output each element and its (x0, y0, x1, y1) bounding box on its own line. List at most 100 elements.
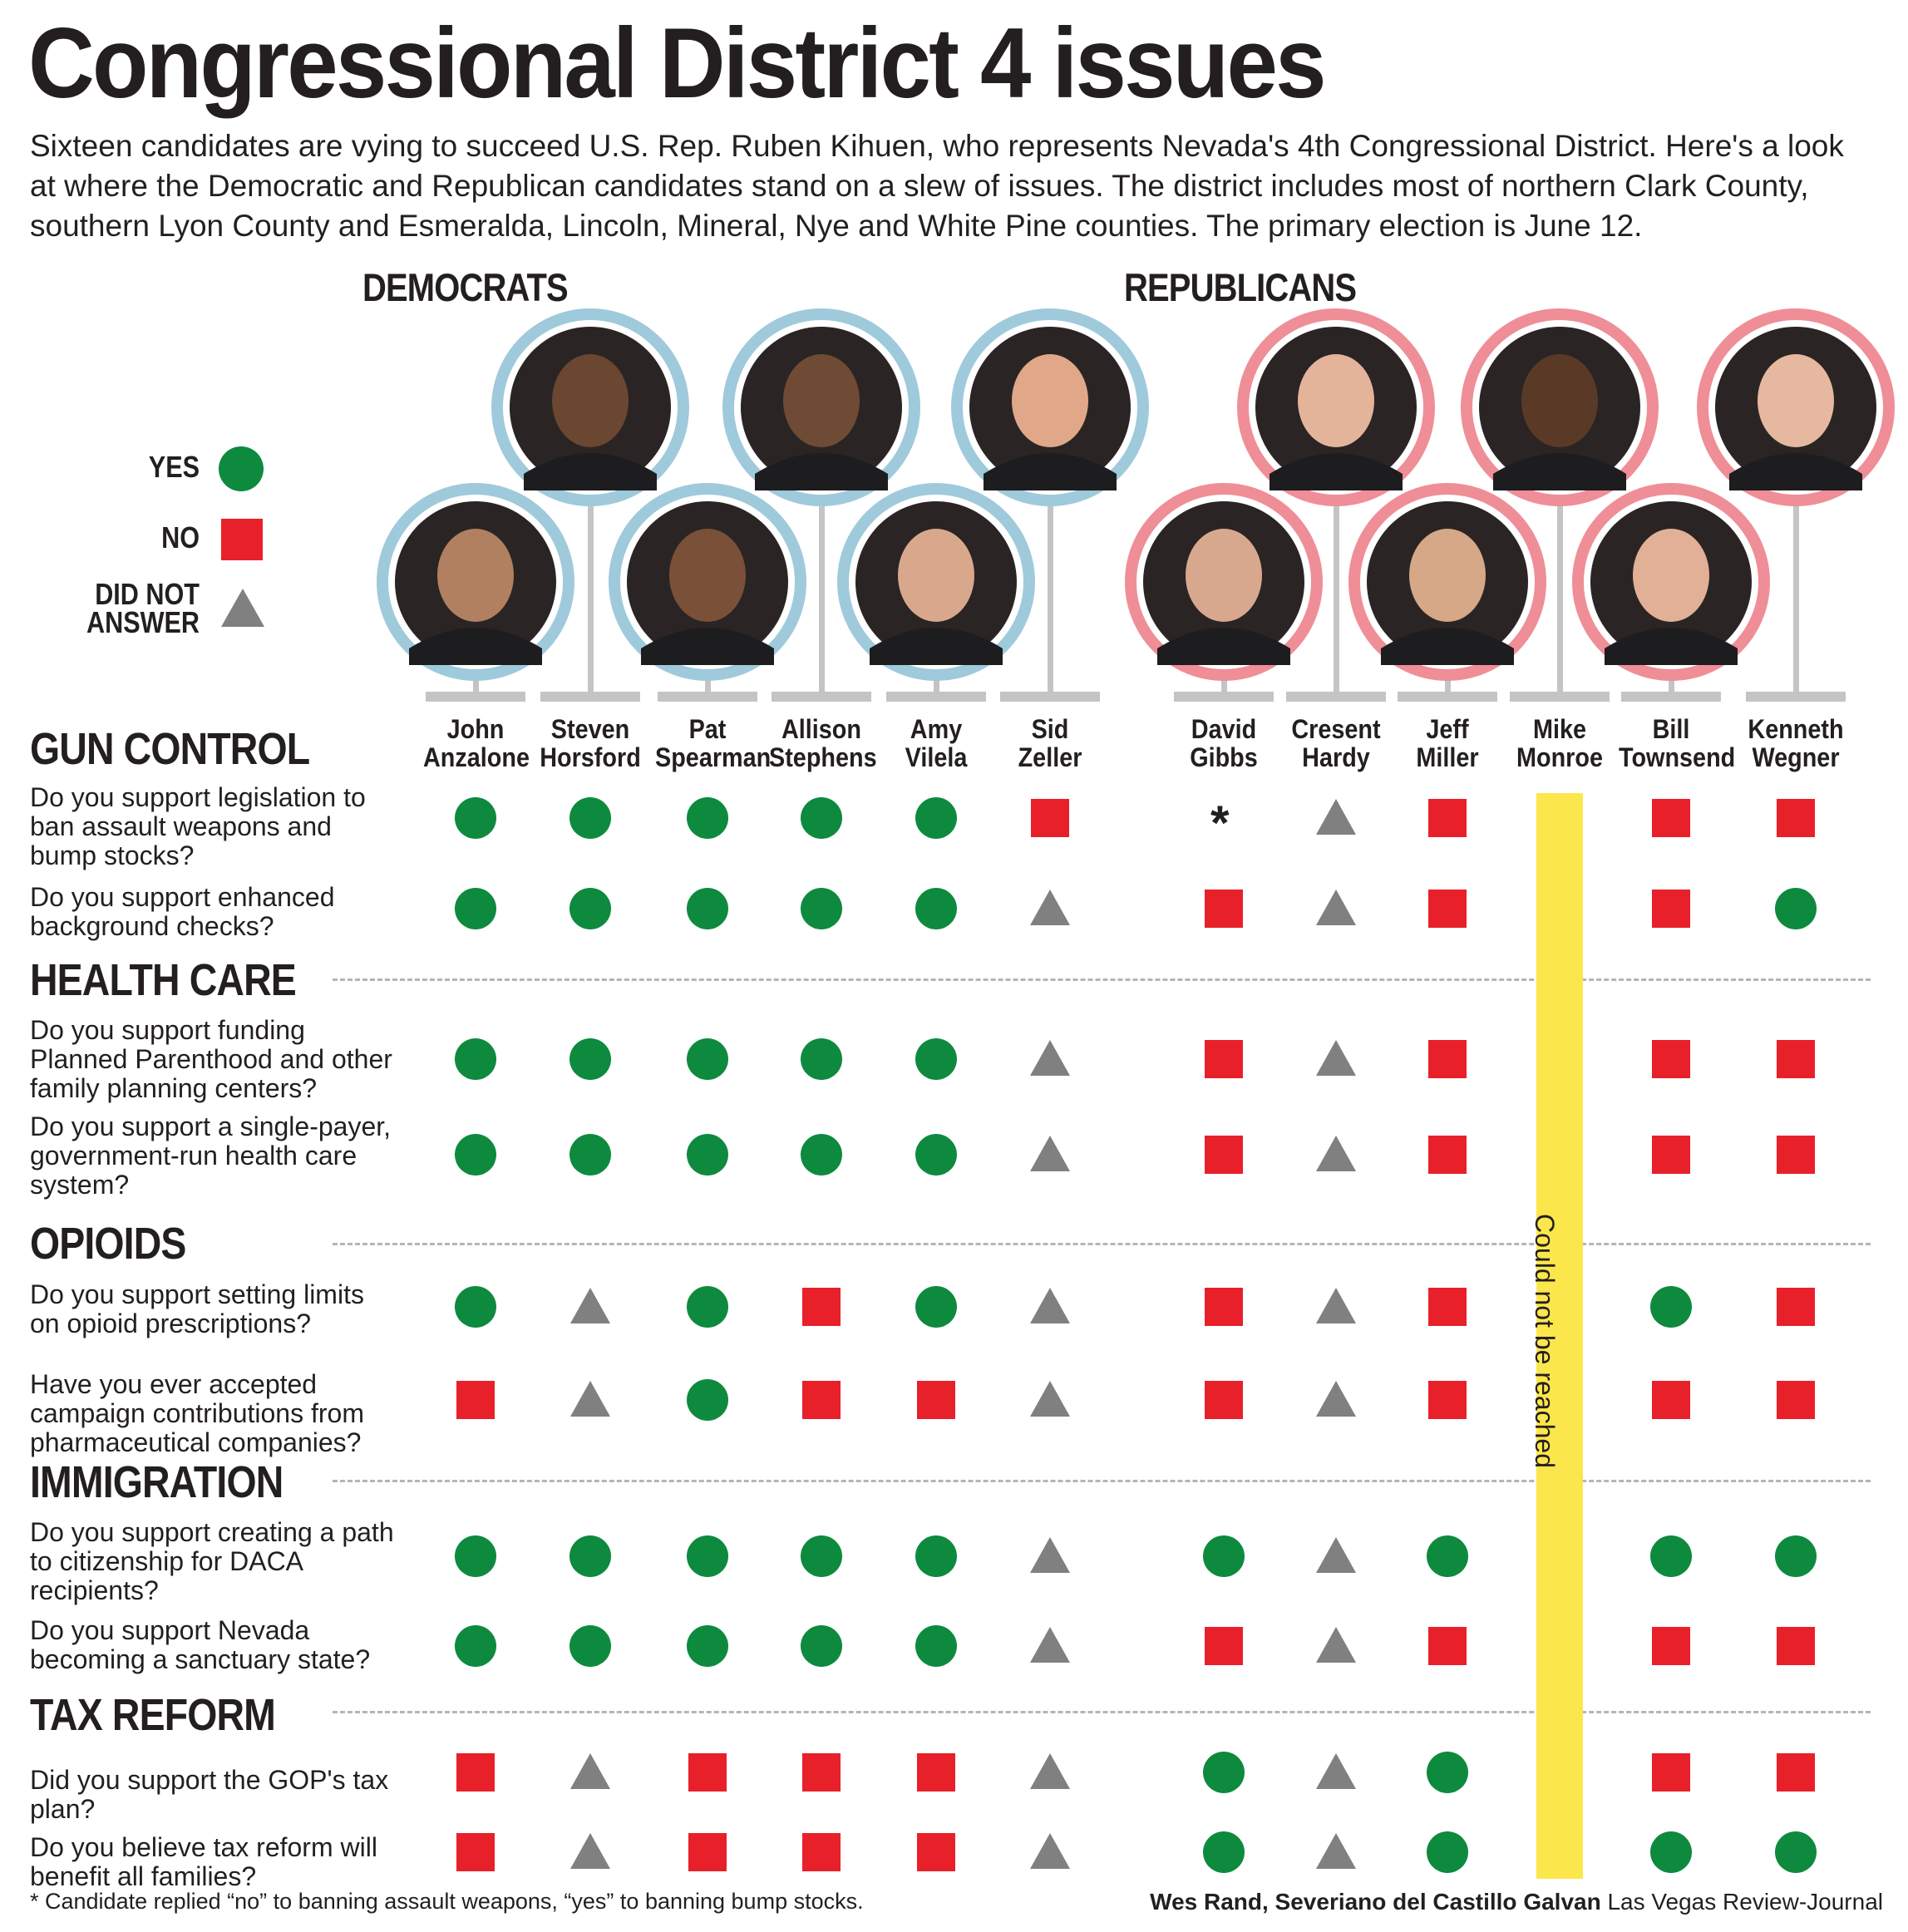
candidate-portrait (1461, 308, 1659, 506)
portrait-base (426, 692, 525, 702)
did-not-answer-mark (1030, 1627, 1070, 1663)
no-mark (1205, 1040, 1243, 1078)
did-not-answer-mark (1316, 1627, 1356, 1663)
question-text: Do you support legislation to ban assaul… (30, 782, 366, 870)
yes-mark (569, 888, 611, 929)
no-mark (1652, 890, 1690, 928)
yes-mark (455, 888, 496, 929)
portrait-stem (1048, 490, 1053, 697)
did-not-answer-mark (1030, 1288, 1070, 1323)
portrait-stem (1669, 665, 1674, 697)
candidate-name: Bill Townsend (1619, 714, 1736, 772)
no-mark (1205, 1381, 1243, 1419)
yes-mark (687, 1134, 728, 1175)
candidate-name: Pat Spearman (655, 714, 772, 772)
section-divider (333, 1243, 1871, 1245)
yes-mark (915, 888, 957, 929)
question-text: Do you support enhanced background check… (30, 882, 335, 941)
question-text: Do you support a single-payer, governmen… (30, 1111, 392, 1200)
did-not-answer-mark (1316, 1288, 1356, 1323)
intro-text: Sixteen candidates are vying to succeed … (30, 129, 1844, 243)
no-mark (1428, 1381, 1467, 1419)
candidate-portrait (1348, 483, 1546, 681)
unreachable-bar (1536, 793, 1583, 1879)
no-mark (456, 1753, 495, 1792)
yes-mark (687, 1379, 728, 1421)
no-mark (1777, 1627, 1815, 1665)
portrait-base (1174, 692, 1274, 702)
candidate-name: David Gibbs (1190, 714, 1258, 772)
yes-mark (455, 1535, 496, 1577)
did-not-answer-mark (1030, 890, 1070, 925)
yes-mark (1427, 1831, 1468, 1873)
no-mark (1777, 1753, 1815, 1792)
page-title: Congressional District 4 issues (28, 7, 1327, 119)
portrait-stem (705, 665, 711, 697)
question-text: Do you support creating a path to citize… (30, 1517, 394, 1605)
no-mark (456, 1381, 495, 1419)
no-mark (1428, 1040, 1467, 1078)
candidate-portrait (837, 483, 1035, 681)
no-mark (688, 1833, 727, 1871)
candidate-portrait (491, 308, 689, 506)
question-text: Do you support setting limits on opioid … (30, 1279, 364, 1338)
no-mark (1428, 890, 1467, 928)
candidate-portrait (722, 308, 920, 506)
yes-mark (801, 1535, 842, 1577)
yes-mark (1203, 1831, 1245, 1873)
did-not-answer-mark (1030, 1753, 1070, 1789)
yes-mark (915, 1134, 957, 1175)
no-mark (1652, 1627, 1690, 1665)
did-not-answer-mark (570, 1288, 610, 1323)
question-text: Did you support the GOP's tax plan? (30, 1765, 389, 1824)
section-divider (333, 1480, 1871, 1482)
candidate-name: Steven Horsford (540, 714, 641, 772)
no-mark (1428, 1627, 1467, 1665)
yes-mark (915, 1286, 957, 1328)
yes-mark (687, 888, 728, 929)
no-mark (1652, 799, 1690, 837)
did-not-answer-mark (1316, 1040, 1356, 1076)
yes-mark (1650, 1535, 1692, 1577)
candidate-name: Cresent Hardy (1291, 714, 1381, 772)
legend-dna-label: DID NOT ANSWER (86, 577, 200, 639)
portrait-stem (473, 665, 479, 697)
candidate-name: Mike Monroe (1516, 714, 1603, 772)
yes-mark (1775, 1535, 1817, 1577)
portrait-base (1000, 692, 1100, 702)
candidate-portrait (377, 483, 574, 681)
legend-no-label: NO (161, 520, 200, 554)
yes-mark (569, 1134, 611, 1175)
unreachable-note: Could not be reached (1530, 1214, 1560, 1468)
yes-mark (569, 1038, 611, 1080)
portrait-base (1510, 692, 1610, 702)
candidate-name: John Anzalone (423, 714, 530, 772)
yes-mark (801, 797, 842, 839)
portrait-base (886, 692, 986, 702)
no-mark (1205, 1136, 1243, 1174)
portrait-stem (588, 490, 594, 697)
no-mark (802, 1288, 841, 1326)
yes-mark (1650, 1286, 1692, 1328)
candidate-portrait (1237, 308, 1435, 506)
section-divider (333, 978, 1871, 981)
portrait-stem (934, 665, 939, 697)
no-mark (1777, 1288, 1815, 1326)
candidate-portrait (609, 483, 806, 681)
no-mark (1777, 1040, 1815, 1078)
credit: Wes Rand, Severiano del Castillo Galvan … (1150, 1889, 1883, 1915)
did-not-answer-mark (1316, 1833, 1356, 1869)
question-text: Do you support Nevada becoming a sanctua… (30, 1615, 371, 1674)
yes-mark (455, 1134, 496, 1175)
section-title: HEALTH CARE (30, 955, 297, 1005)
portrait-base (772, 692, 871, 702)
legend-dna-triangle-icon (221, 589, 264, 627)
yes-mark (1775, 1831, 1817, 1873)
no-mark (802, 1753, 841, 1792)
did-not-answer-mark (1316, 1381, 1356, 1417)
legend-no-square-icon (221, 519, 263, 560)
yes-mark (1203, 1752, 1245, 1793)
portrait-stem (1334, 490, 1339, 697)
portrait-base (1621, 692, 1721, 702)
yes-mark (569, 1535, 611, 1577)
